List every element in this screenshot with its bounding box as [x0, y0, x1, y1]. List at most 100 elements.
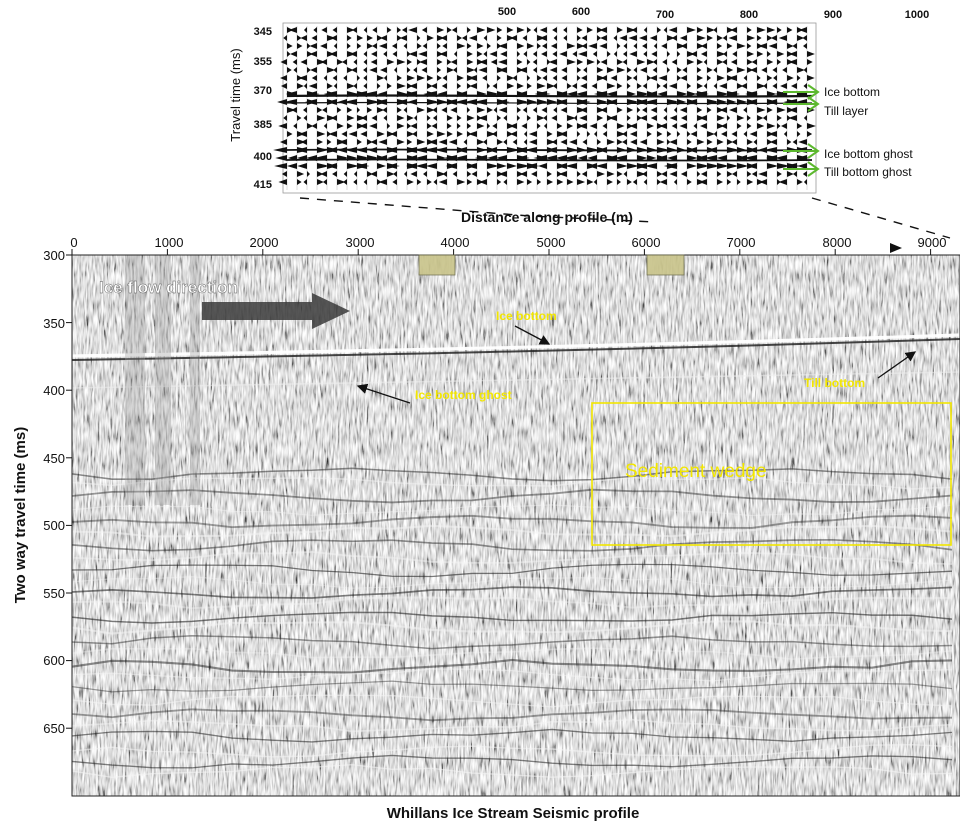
- inset-wavelet: [297, 171, 305, 177]
- inset-wavelet: [387, 171, 395, 177]
- inset-wavelet: [687, 131, 691, 137]
- inset-wavelet: [578, 123, 587, 129]
- inset-wavelet: [613, 35, 617, 41]
- inset-wavelet: [713, 131, 717, 137]
- inset-wavelet: [597, 75, 606, 81]
- inset-wavelet: [311, 75, 317, 81]
- inset-wavelet: [409, 83, 417, 89]
- inset-wavelet: [406, 163, 417, 169]
- inset-wavelet: [367, 43, 374, 49]
- inset-wavelet: [737, 155, 747, 161]
- inset-wavelet: [699, 179, 707, 185]
- inset-wavelet: [602, 123, 607, 129]
- inset-wavelet: [380, 35, 387, 41]
- inset-wavelet: [401, 27, 407, 33]
- inset-wavelet: [767, 35, 773, 41]
- inset-wavelet: [593, 131, 597, 137]
- inset-wavelet: [473, 99, 487, 105]
- inset-wavelet: [322, 107, 327, 113]
- inset-wavelet: [588, 43, 597, 49]
- inset-wavelet: [581, 171, 587, 177]
- inset-wavelet: [563, 35, 567, 41]
- inset-wavelet: [747, 43, 752, 49]
- inset-wavelet: [717, 179, 724, 185]
- inset-wavelet: [279, 139, 287, 145]
- inset-wavelet: [573, 115, 577, 121]
- inset-wavelet: [541, 43, 547, 49]
- inset-wavelet: [287, 131, 293, 137]
- inset-wavelet: [361, 115, 367, 121]
- inset-wavelet: [561, 75, 567, 81]
- inset-wavelet: [587, 179, 594, 185]
- inset-wavelet: [551, 139, 557, 145]
- ghost-reflector: [71, 371, 960, 389]
- deep-reflector: [71, 680, 953, 693]
- inset-wavelet: [483, 35, 487, 41]
- inset-wavelet: [457, 179, 466, 185]
- inset-wavelet: [532, 51, 537, 57]
- inset-wavelet: [291, 107, 297, 113]
- main-x-tick: 7000: [727, 235, 756, 250]
- inset-wavelet: [607, 67, 615, 73]
- inset-wavelet: [747, 59, 753, 65]
- inset-wavelet: [635, 163, 647, 169]
- inset-wavelet: [500, 51, 507, 57]
- inset-wavelet: [377, 163, 387, 169]
- inset-wavelet: [663, 107, 667, 113]
- inset-wavelet: [592, 51, 597, 57]
- inset-wavelet: [442, 75, 447, 81]
- inset-wavelet: [580, 83, 587, 89]
- inset-wavelet: [397, 123, 405, 129]
- inset-wavelet: [333, 43, 337, 49]
- inset-wavelet: [457, 131, 463, 137]
- inset-wavelet: [461, 35, 467, 41]
- inset-wavelet: [447, 67, 455, 73]
- inset-wavelet: [717, 35, 723, 41]
- inset-wavelet: [425, 163, 437, 169]
- inset-wavelet: [773, 75, 777, 81]
- inset-wavelet: [560, 139, 567, 145]
- inset-wavelet: [549, 67, 557, 73]
- inset-wavelet: [777, 123, 781, 129]
- inset-wavelet: [757, 75, 761, 81]
- inset-wavelet: [417, 35, 421, 41]
- inset-wavelet: [767, 27, 776, 33]
- inset-wavelet: [769, 139, 777, 145]
- deep-reflector: [71, 514, 953, 529]
- inset-wavelet: [659, 179, 667, 185]
- inset-wavelet: [577, 27, 583, 33]
- inset-wavelet: [687, 179, 692, 185]
- inset-wavelet: [303, 115, 307, 121]
- inset-wavelet: [757, 35, 762, 41]
- inset-wavelet: [532, 67, 537, 73]
- main-y-tick: 300: [43, 248, 65, 263]
- inset-wavelet: [517, 179, 525, 185]
- main-y-tick: 550: [43, 586, 65, 601]
- ice-bottom-reflector: [71, 333, 960, 358]
- inset-wavelet: [658, 75, 667, 81]
- inset-wavelet: [512, 75, 517, 81]
- inset-wavelet: [717, 75, 725, 81]
- inset-wavelet: [639, 35, 647, 41]
- inset-wavelet: [700, 171, 707, 177]
- inset-wavelet: [693, 123, 697, 129]
- inset-wavelet: [713, 27, 717, 33]
- inset-wavelet: [413, 115, 417, 121]
- inset-wavelet: [280, 59, 287, 65]
- inset-wavelet: [503, 139, 507, 145]
- inset-wavelet: [320, 59, 327, 65]
- inset-wavelet: [403, 107, 407, 113]
- inset-wavelet: [467, 83, 472, 89]
- inset-wavelet: [757, 27, 766, 33]
- inset-wavelet: [719, 107, 727, 113]
- inset-wavelet: [354, 163, 367, 169]
- inset-wavelet: [663, 163, 677, 169]
- inset-wavelet: [387, 59, 395, 65]
- inset-wavelet: [627, 27, 636, 33]
- inset-wavelet: [487, 163, 500, 169]
- inset-wavelet: [307, 43, 311, 49]
- inset-wavelet: [441, 107, 447, 113]
- inset-wavelet: [467, 179, 473, 185]
- inset-wavelet: [582, 139, 587, 145]
- inset-wavelet: [750, 67, 757, 73]
